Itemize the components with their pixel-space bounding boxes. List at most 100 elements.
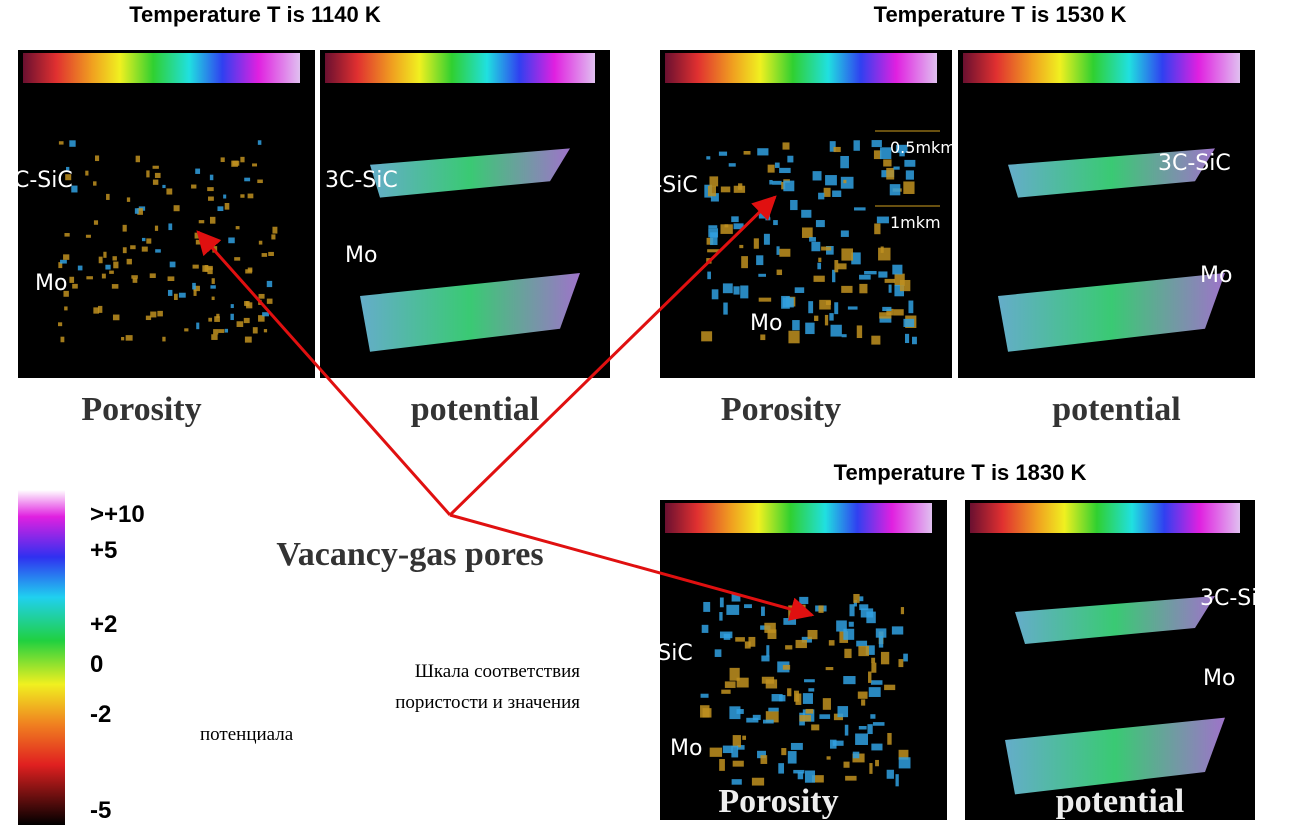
pore xyxy=(162,185,165,188)
pore xyxy=(267,281,272,287)
pore xyxy=(768,165,775,173)
pore xyxy=(889,285,892,293)
pore xyxy=(223,195,226,199)
pore xyxy=(808,630,818,639)
pore xyxy=(707,272,711,280)
pore xyxy=(848,306,858,309)
pore xyxy=(844,762,850,768)
pore xyxy=(234,257,240,261)
pore xyxy=(757,148,768,155)
pore xyxy=(861,608,873,617)
pore xyxy=(887,770,894,779)
pore xyxy=(142,247,148,252)
pore xyxy=(762,677,774,684)
colorbar-tick-label: -5 xyxy=(90,797,111,824)
pore xyxy=(887,733,891,745)
pore xyxy=(795,287,804,293)
pore xyxy=(746,718,758,723)
panels: Temperature T is 1140 K3C-SiCMoPorosity3… xyxy=(0,2,1273,820)
pore xyxy=(719,612,722,621)
pore xyxy=(208,318,212,322)
pore xyxy=(825,175,837,185)
pore xyxy=(719,152,727,156)
pore xyxy=(127,197,130,201)
pore xyxy=(267,299,273,304)
pore xyxy=(729,706,740,719)
pore xyxy=(873,722,885,726)
pore xyxy=(135,208,139,214)
pore xyxy=(867,724,872,734)
pore xyxy=(903,654,908,662)
pore xyxy=(841,286,852,293)
pore xyxy=(155,249,161,252)
pore xyxy=(840,156,849,168)
panel-title: Temperature T is 1140 K xyxy=(129,2,381,27)
pore xyxy=(783,142,790,149)
pore xyxy=(829,640,835,645)
pore xyxy=(230,314,233,320)
pore xyxy=(779,249,790,257)
colorbar-tick-label: >+10 xyxy=(90,501,145,528)
color-strip xyxy=(970,503,1240,533)
pore xyxy=(857,325,862,338)
pore xyxy=(869,687,881,697)
pore xyxy=(787,688,791,696)
color-strip xyxy=(23,53,300,83)
pore xyxy=(777,270,782,275)
pore xyxy=(872,140,882,147)
pore xyxy=(723,283,733,293)
scale-label: 1mkm xyxy=(890,213,941,232)
pore xyxy=(268,252,274,256)
pore xyxy=(702,625,709,633)
pore xyxy=(212,297,215,300)
pore xyxy=(890,184,901,195)
pore xyxy=(78,266,83,271)
pore xyxy=(723,303,727,315)
pore xyxy=(253,327,258,333)
pore xyxy=(783,665,790,670)
pore xyxy=(712,289,719,299)
pore xyxy=(731,216,738,222)
pore xyxy=(908,301,913,314)
pore xyxy=(783,298,794,308)
pore xyxy=(899,757,911,768)
pore xyxy=(841,248,853,260)
pore xyxy=(155,226,158,231)
pore xyxy=(233,161,240,166)
pore xyxy=(721,187,730,193)
pore xyxy=(871,658,875,663)
pore xyxy=(153,166,159,169)
pore xyxy=(231,304,234,308)
pore xyxy=(844,649,851,658)
pore xyxy=(811,242,820,251)
pore xyxy=(831,325,842,337)
pore xyxy=(799,715,811,721)
note-line: потенциала xyxy=(200,724,294,745)
pore xyxy=(843,676,855,684)
pore xyxy=(166,188,172,194)
pore xyxy=(787,156,793,163)
pore xyxy=(756,255,763,265)
pore xyxy=(842,334,847,337)
figure: Temperature T is 1140 K3C-SiCMoPorosity3… xyxy=(0,0,1300,830)
pore xyxy=(868,672,871,683)
caption: Porosity xyxy=(721,391,841,428)
layer-label: 3C-SiC xyxy=(620,641,693,666)
pore xyxy=(208,197,214,201)
color-strip xyxy=(325,53,595,83)
pore xyxy=(196,323,199,330)
pore xyxy=(733,735,741,747)
pore xyxy=(86,276,93,279)
pore xyxy=(838,263,847,269)
pore xyxy=(69,140,75,146)
pore xyxy=(814,316,818,321)
pore xyxy=(855,733,868,744)
pore xyxy=(72,284,78,289)
pore xyxy=(775,163,780,168)
layer-label: Mo xyxy=(670,736,702,761)
pore xyxy=(745,641,751,648)
pore xyxy=(257,180,263,184)
pore xyxy=(879,636,883,648)
colorbar-tick-label: +2 xyxy=(90,611,117,638)
pore xyxy=(210,285,215,288)
